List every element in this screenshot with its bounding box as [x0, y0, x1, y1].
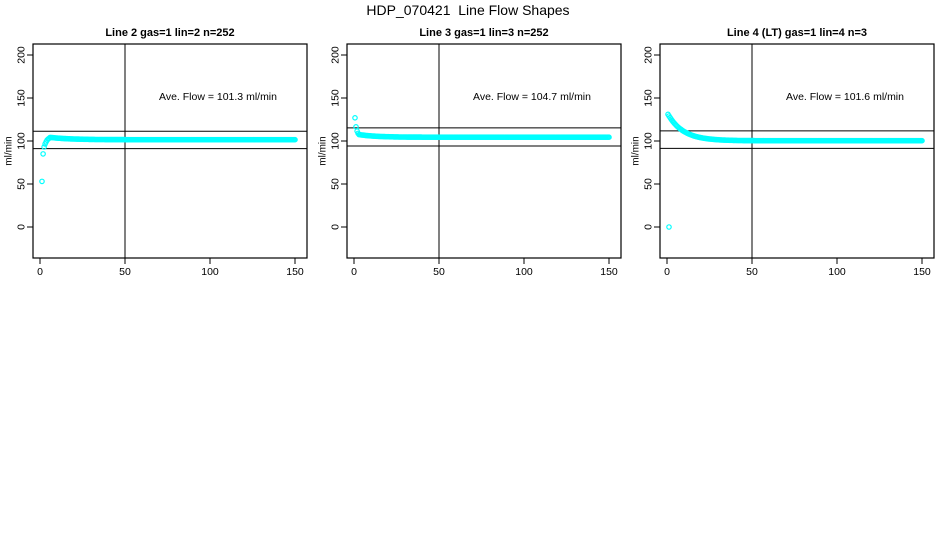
y-tick-label: 150	[16, 89, 28, 107]
y-tick-label: 0	[643, 224, 655, 230]
plot-frame	[32, 43, 308, 259]
y-tick-label: 50	[643, 178, 655, 190]
data-point	[39, 178, 45, 185]
scatter-points	[665, 111, 925, 230]
x-tick-label: 0	[37, 266, 43, 278]
x-tick-label: 100	[828, 266, 846, 278]
data-point	[919, 137, 925, 144]
panel-title: Line 4 (LT) gas=1 lin=4 n=3	[727, 27, 867, 39]
y-axis-label: ml/min	[318, 136, 329, 165]
panel-2: Line 3 gas=1 lin=3 n=252 0 50 100 150 0 50 100 1…	[318, 27, 622, 278]
scatter-points	[39, 134, 298, 185]
y-tick-label: 150	[330, 89, 342, 107]
data-point	[666, 224, 672, 230]
x-tick-label: 0	[351, 266, 357, 278]
figure-title: HDP_070421 Line Flow Shapes	[366, 2, 570, 18]
x-tick-label: 100	[515, 266, 533, 278]
data-point	[606, 134, 612, 141]
data-point	[352, 115, 358, 121]
panel-3: Line 4 (LT) gas=1 lin=4 n=3 0 50 100 150 0 50 1…	[631, 27, 935, 278]
x-tick-label: 50	[119, 266, 131, 278]
x-tick-label: 50	[746, 266, 758, 278]
ave-flow-annotation: Ave. Flow = 101.3 ml/min	[159, 91, 277, 103]
panel-title: Line 3 gas=1 lin=3 n=252	[419, 27, 548, 39]
y-tick-label: 150	[643, 89, 655, 107]
y-tick-label: 200	[330, 46, 342, 64]
y-axis-label: ml/min	[631, 136, 642, 165]
ave-flow-annotation: Ave. Flow = 101.6 ml/min	[786, 91, 904, 103]
data-point	[40, 151, 46, 157]
x-tick-label: 0	[664, 266, 670, 278]
x-tick-label: 150	[913, 266, 931, 278]
x-tick-label: 50	[433, 266, 445, 278]
x-tick-label: 150	[286, 266, 304, 278]
panel-1: Line 2 gas=1 lin=2 n=252 0 50 100 150 0 50 100 1…	[4, 27, 308, 278]
x-tick-label: 100	[201, 266, 219, 278]
y-tick-label: 100	[330, 132, 342, 150]
y-tick-label: 50	[330, 178, 342, 190]
x-tick-label: 150	[600, 266, 618, 278]
y-tick-label: 100	[16, 132, 28, 150]
data-point	[41, 144, 47, 150]
data-point	[292, 136, 298, 143]
ave-flow-annotation: Ave. Flow = 104.7 ml/min	[473, 91, 591, 103]
plot-frame	[659, 43, 935, 259]
panel-title: Line 2 gas=1 lin=2 n=252	[105, 27, 234, 39]
y-tick-label: 0	[330, 224, 342, 230]
scatter-points	[352, 115, 612, 141]
y-tick-label: 100	[643, 132, 655, 150]
y-tick-label: 200	[643, 46, 655, 64]
plot-frame	[346, 43, 622, 259]
y-tick-label: 50	[16, 178, 28, 190]
y-tick-label: 0	[16, 224, 28, 230]
y-axis-label: ml/min	[4, 136, 15, 165]
y-tick-label: 200	[16, 46, 28, 64]
